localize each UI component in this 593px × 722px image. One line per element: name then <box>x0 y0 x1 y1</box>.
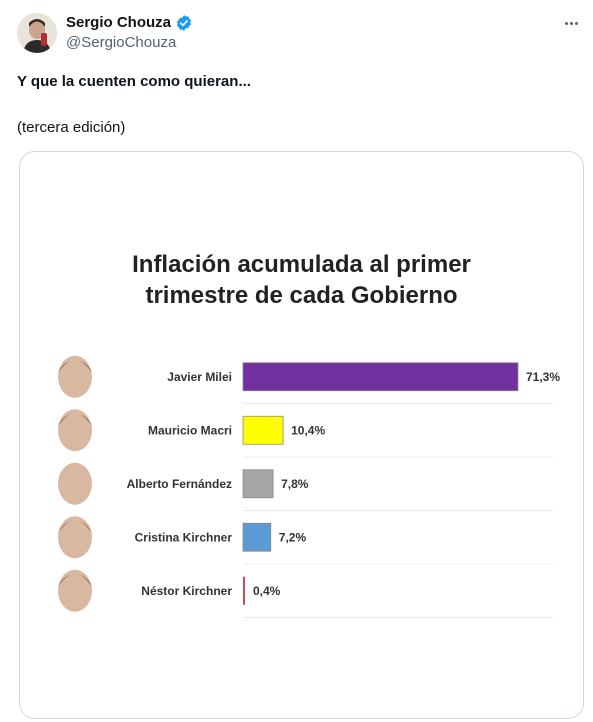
bar <box>242 522 272 552</box>
author-handle[interactable]: @SergioChouza <box>66 34 177 51</box>
portrait-alberto-fern-ndez <box>58 462 92 505</box>
chart-title-line-1: Inflación acumulada al primer <box>132 251 471 278</box>
value-label: 0,4% <box>253 584 281 598</box>
portrait-n-stor-kirchner <box>58 569 92 612</box>
chart-title-line-2: trimestre de cada Gobierno <box>145 282 458 309</box>
portrait-javier-milei <box>58 355 92 398</box>
more-options-icon[interactable] <box>559 14 583 32</box>
tweet-text: Y que la cuenten como quieran... <box>17 73 251 90</box>
avatar-photo <box>17 13 57 53</box>
tweet-media-card[interactable]: Inflación acumulada al primer trimestre … <box>19 151 584 719</box>
bar <box>243 576 245 605</box>
portrait-mauricio-macri <box>58 409 92 452</box>
bar <box>242 415 284 445</box>
tweet-avatar[interactable] <box>17 13 57 53</box>
tweet-author: Sergio Chouza @SergioChouza <box>66 13 193 53</box>
bar <box>242 469 274 499</box>
category-label: Cristina Kirchner <box>135 530 233 544</box>
bar <box>242 362 519 392</box>
category-label: Alberto Fernández <box>127 477 232 491</box>
category-label: Javier Milei <box>167 370 232 384</box>
value-label: 71,3% <box>526 370 560 384</box>
portrait-cristina-kirchner <box>58 516 92 559</box>
category-label: Mauricio Macri <box>148 423 232 437</box>
author-name[interactable]: Sergio Chouza <box>66 14 172 31</box>
value-label: 10,4% <box>291 423 325 437</box>
verified-badge-icon <box>176 15 192 31</box>
bar-chart: Javier Milei 71,3% Mauricio Macri 10,4% Albe… <box>58 355 560 618</box>
tweet-subtext: (tercera edición) <box>17 119 126 136</box>
chart-title: Inflación acumulada al primer trimestre … <box>20 249 583 311</box>
value-label: 7,8% <box>281 477 309 491</box>
category-label: Néstor Kirchner <box>141 584 232 598</box>
value-label: 7,2% <box>279 530 307 544</box>
